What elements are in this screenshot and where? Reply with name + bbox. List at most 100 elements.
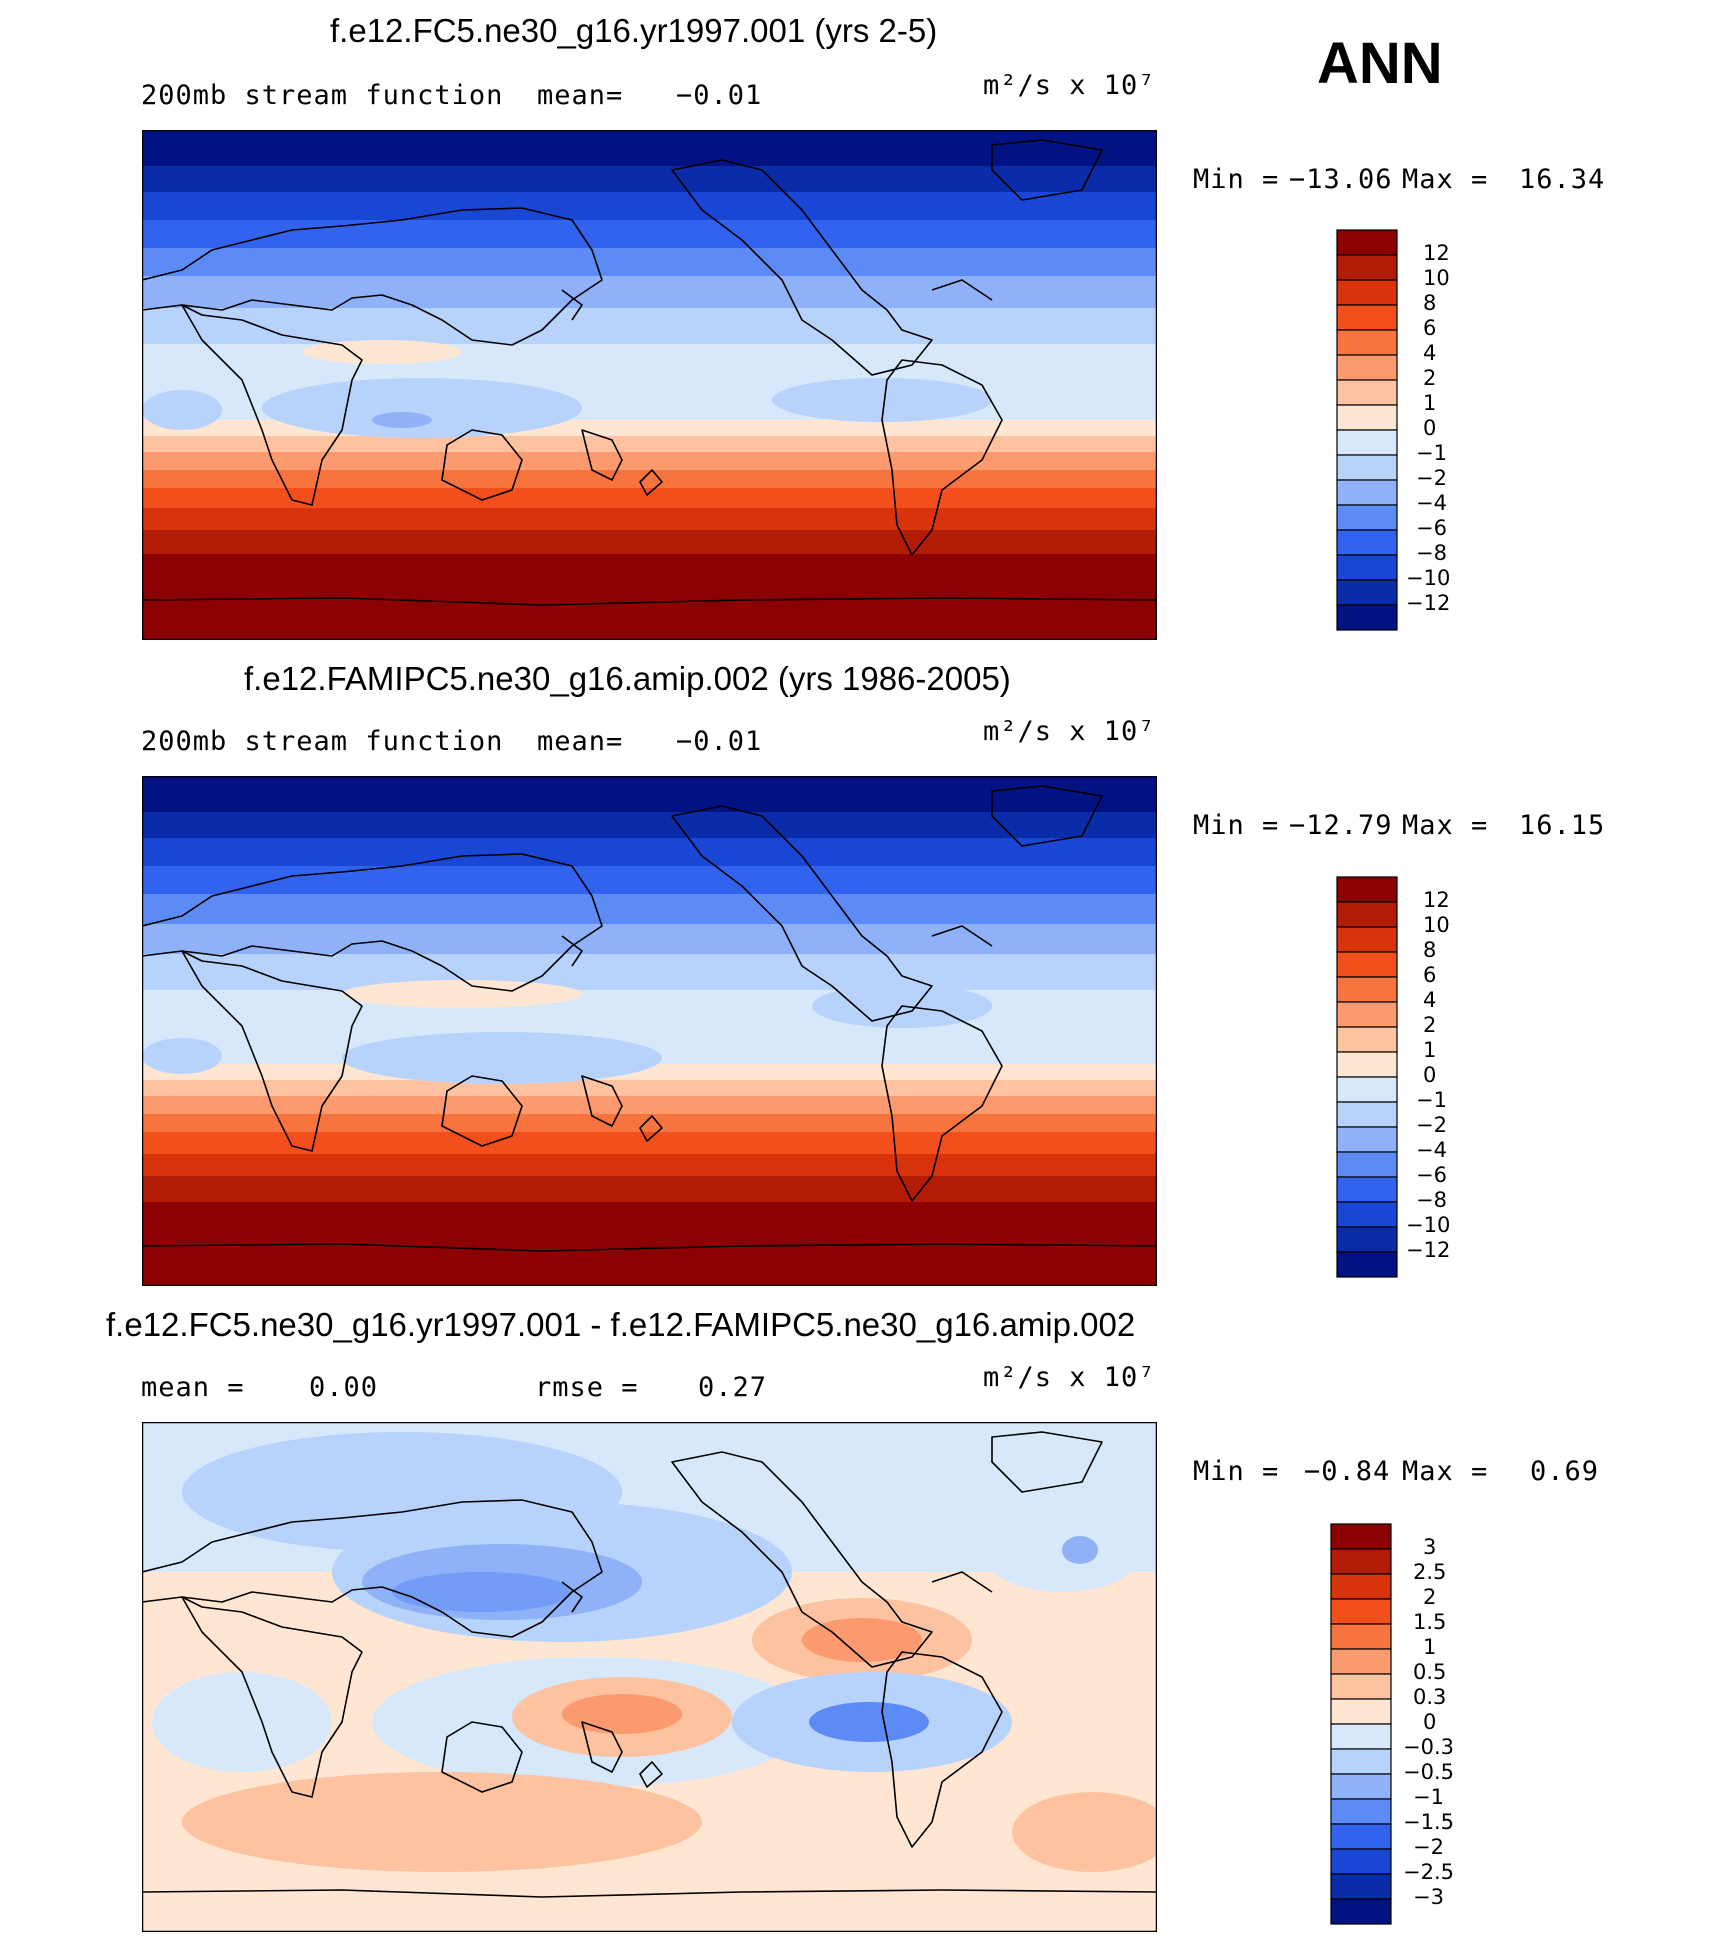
cb2-label-6: 1: [1423, 1038, 1437, 1062]
cb3-label-0: 3: [1423, 1535, 1437, 1559]
panel-1-mean-value: −0.01: [676, 80, 763, 111]
cb1-label-11: −6: [1416, 516, 1447, 540]
cb3-box-15: [1330, 1898, 1392, 1925]
panel-1-title: f.e12.FC5.ne30_g16.yr1997.001 (yrs 2-5): [330, 12, 938, 49]
anomaly-features: [142, 340, 992, 438]
cb1-label-0: 12: [1423, 241, 1450, 265]
coastlines: [142, 1431, 1157, 1898]
cb1-label-14: −12: [1406, 591, 1451, 615]
panel-3-map: [142, 1422, 1157, 1932]
panel-3-max-value: 0.69: [1530, 1456, 1600, 1487]
panel-2-mean-label: mean=: [537, 726, 624, 757]
cb2-box-13: [1336, 1201, 1398, 1228]
cb3-box-3: [1330, 1598, 1392, 1625]
cb3-box-2: [1330, 1573, 1392, 1600]
panel-2-units: m²/s x 10⁷: [983, 716, 1156, 747]
panel-1-max-label: Max =: [1402, 164, 1489, 195]
cb2-box-1: [1336, 901, 1398, 928]
cb3-box-8: [1330, 1723, 1392, 1750]
cb3-label-8: −0.3: [1403, 1735, 1454, 1759]
cb2-box-9: [1336, 1101, 1398, 1128]
panel-3-rmse-label: rmse =: [535, 1372, 639, 1403]
cb2-box-11: [1336, 1151, 1398, 1178]
cb1-box-2: [1336, 279, 1398, 306]
cb2-label-2: 8: [1423, 938, 1437, 962]
cb3-box-5: [1330, 1648, 1392, 1675]
cb1-label-12: −8: [1416, 541, 1447, 565]
cb3-label-7: 0: [1423, 1710, 1437, 1734]
panel-1-min-value: −13.06: [1289, 164, 1393, 195]
cb2-label-11: −6: [1416, 1163, 1447, 1187]
cb2-box-2: [1336, 926, 1398, 953]
coastlines: [142, 785, 1157, 1252]
cb2-box-14: [1336, 1226, 1398, 1253]
cb2-box-10: [1336, 1126, 1398, 1153]
cb1-box-15: [1336, 604, 1398, 631]
cb3-label-3: 1.5: [1413, 1610, 1447, 1634]
cb3-label-6: 0.3: [1413, 1685, 1447, 1709]
cb3-box-1: [1330, 1548, 1392, 1575]
panel-3-colorbar: [1330, 1523, 1392, 1925]
cb1-box-4: [1336, 329, 1398, 356]
panel-2-map: [142, 776, 1157, 1286]
cb2-label-3: 6: [1423, 963, 1437, 987]
panel-2-colorbar: [1336, 876, 1398, 1278]
cb1-box-5: [1336, 354, 1398, 381]
panel-3-rmse-value: 0.27: [698, 1372, 768, 1403]
cb3-box-10: [1330, 1773, 1392, 1800]
cb2-box-15: [1336, 1251, 1398, 1278]
panel-3-mean-value: 0.00: [309, 1372, 379, 1403]
cb3-box-9: [1330, 1748, 1392, 1775]
cb1-label-8: −1: [1416, 441, 1447, 465]
cb2-box-8: [1336, 1076, 1398, 1103]
panel-2-mean-value: −0.01: [676, 726, 763, 757]
stream-function-bands: [142, 130, 1157, 640]
cb1-label-13: −10: [1406, 566, 1451, 590]
panel-2-title: f.e12.FAMIPC5.ne30_g16.amip.002 (yrs 198…: [244, 660, 1011, 697]
cb3-label-10: −1: [1413, 1785, 1444, 1809]
cb3-label-5: 0.5: [1413, 1660, 1447, 1684]
cb3-label-14: −3: [1413, 1885, 1444, 1909]
cb1-label-5: 2: [1423, 366, 1437, 390]
cb1-box-12: [1336, 529, 1398, 556]
cb2-box-4: [1336, 976, 1398, 1003]
cb1-box-11: [1336, 504, 1398, 531]
cb2-label-12: −8: [1416, 1188, 1447, 1212]
cb3-box-12: [1330, 1823, 1392, 1850]
season-label: ANN: [1317, 31, 1443, 96]
cb3-label-9: −0.5: [1403, 1760, 1454, 1784]
panel-1-mean-label: mean=: [537, 80, 624, 111]
cb2-label-1: 10: [1423, 913, 1450, 937]
cb1-box-8: [1336, 429, 1398, 456]
panel-1-colorbar: [1336, 229, 1398, 631]
panel-2-min-value: −12.79: [1289, 810, 1393, 841]
cb2-box-3: [1336, 951, 1398, 978]
cb2-box-7: [1336, 1051, 1398, 1078]
panel-1-units: m²/s x 10⁷: [983, 70, 1156, 101]
cb1-box-9: [1336, 454, 1398, 481]
cb1-label-4: 4: [1423, 341, 1437, 365]
cb2-box-12: [1336, 1176, 1398, 1203]
cb2-label-8: −1: [1416, 1088, 1447, 1112]
cb2-label-10: −4: [1416, 1138, 1447, 1162]
panel-3-units: m²/s x 10⁷: [983, 1362, 1156, 1393]
cb3-box-11: [1330, 1798, 1392, 1825]
cb1-box-10: [1336, 479, 1398, 506]
coastlines: [142, 139, 1157, 606]
cb1-label-6: 1: [1423, 391, 1437, 415]
cb1-label-10: −4: [1416, 491, 1447, 515]
cb3-label-11: −1.5: [1403, 1810, 1454, 1834]
panel-2-max-value: 16.15: [1519, 810, 1606, 841]
cb1-box-0: [1336, 229, 1398, 256]
cb1-label-3: 6: [1423, 316, 1437, 340]
cb3-box-14: [1330, 1873, 1392, 1900]
cb3-box-4: [1330, 1623, 1392, 1650]
cb1-box-14: [1336, 579, 1398, 606]
cb3-box-0: [1330, 1523, 1392, 1550]
cb1-label-2: 8: [1423, 291, 1437, 315]
cb1-box-6: [1336, 379, 1398, 406]
panel-3-mean-label: mean =: [141, 1372, 245, 1403]
panel-1-min-label: Min =: [1193, 164, 1280, 195]
cb2-label-0: 12: [1423, 888, 1450, 912]
panel-1-variable: 200mb stream function: [141, 80, 504, 111]
